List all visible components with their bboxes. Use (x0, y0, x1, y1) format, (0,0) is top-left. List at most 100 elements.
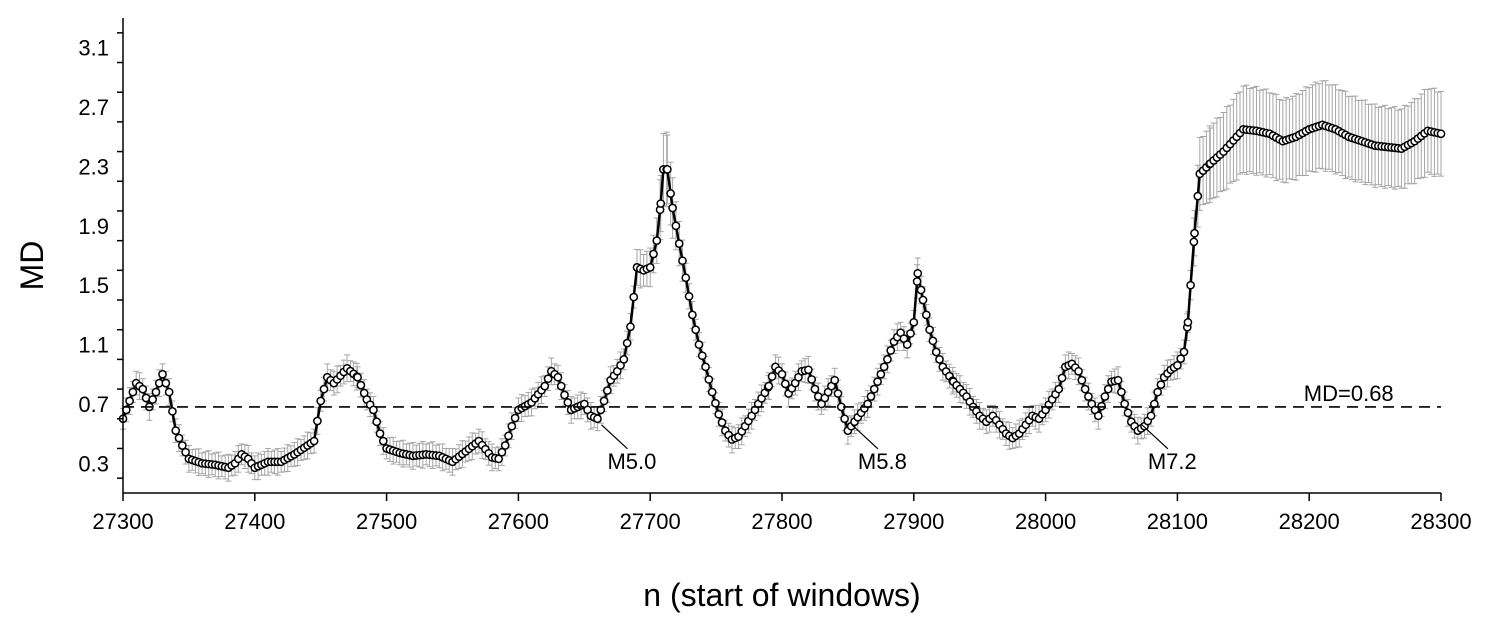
data-point (674, 239, 684, 248)
x-tick-label: 27900 (883, 509, 944, 534)
data-point (619, 355, 629, 364)
y-tick-label: 2.3 (78, 154, 109, 179)
data-point (1093, 411, 1103, 421)
data-point (883, 355, 892, 364)
data-point (1123, 408, 1133, 418)
data-point (1436, 129, 1446, 139)
data-point (652, 236, 662, 246)
annotations: M5.0 M5.8 M7.2 (601, 424, 1197, 474)
data-point (1146, 411, 1156, 421)
data-point (1074, 366, 1083, 376)
data-point (168, 407, 177, 416)
data-point (125, 396, 134, 406)
data-point (886, 346, 896, 355)
x-tick-label: 28100 (1147, 509, 1208, 534)
data-point (151, 387, 161, 397)
series-line (121, 123, 1442, 470)
data-point (697, 351, 707, 361)
data-point (177, 441, 187, 450)
data-point (375, 429, 385, 438)
data-point (1103, 384, 1113, 394)
annotation-label: M5.8 (858, 449, 907, 474)
data-point (319, 384, 329, 394)
data-point (1100, 392, 1110, 401)
y-tick-label: 2.7 (78, 95, 109, 120)
data-point (1117, 387, 1126, 397)
y-tick-label: 1.1 (78, 333, 109, 358)
data-point (649, 249, 658, 259)
data-point (681, 273, 691, 283)
data-point (316, 396, 326, 406)
data-point (540, 381, 550, 391)
data-point (928, 336, 938, 346)
data-point (1080, 384, 1090, 394)
data-point (701, 362, 710, 372)
annotation-leader (1141, 424, 1169, 450)
data-point (707, 387, 717, 397)
data-point (1084, 392, 1093, 401)
data-point (1183, 317, 1193, 327)
x-axis-title: n (start of windows) (643, 577, 920, 613)
data-point (158, 369, 167, 379)
data-point (138, 384, 148, 394)
data-point (626, 322, 635, 332)
data-point (181, 447, 190, 457)
data-point (1120, 399, 1130, 409)
data-point (507, 421, 517, 431)
data-point (931, 347, 941, 357)
x-tick-label: 27400 (224, 509, 285, 534)
data-point (497, 447, 507, 457)
data-point (1189, 237, 1199, 247)
data-point (593, 414, 602, 424)
data-point (717, 418, 727, 427)
x-tick-label: 27600 (488, 509, 549, 534)
data-point (684, 291, 694, 301)
data-point (662, 165, 672, 174)
data-point (916, 285, 926, 295)
data-point (356, 380, 366, 390)
data-point (309, 436, 319, 446)
axes: 27300 27400 27500 27600 27700 27800 27900 28000… (78, 18, 1472, 534)
data-point (603, 386, 612, 395)
data-point (909, 317, 919, 327)
data-point (714, 409, 724, 419)
data-point (174, 433, 184, 443)
data-point (1193, 191, 1203, 201)
data-point (711, 398, 720, 408)
data-point (767, 372, 777, 381)
data-point (925, 325, 934, 335)
data-point (918, 295, 928, 305)
data-point (1186, 280, 1195, 290)
y-tick-label: 0.7 (78, 392, 109, 417)
data-point (1153, 387, 1162, 397)
x-tick-label: 28000 (1015, 509, 1076, 534)
data-point (1173, 360, 1182, 370)
y-tick-label: 0.3 (78, 451, 109, 476)
data-point (921, 310, 931, 320)
y-tick-label: 1.5 (78, 273, 109, 298)
data-point (777, 369, 787, 379)
data-point (668, 203, 677, 213)
data-point (764, 381, 774, 391)
data-point (879, 362, 889, 372)
data-point (164, 387, 174, 397)
x-tick-label: 28300 (1410, 509, 1471, 534)
x-tick-label: 27700 (620, 509, 681, 534)
data-point (913, 268, 923, 278)
data-point (629, 292, 639, 302)
data-point (688, 310, 697, 320)
data-point (494, 454, 503, 464)
data-point (869, 384, 879, 394)
data-point (876, 369, 886, 379)
annotation-leader (601, 424, 628, 450)
data-point (1176, 354, 1186, 364)
annotation-label: M7.2 (1148, 449, 1197, 474)
data-point (1190, 228, 1199, 238)
data-point (1057, 373, 1067, 383)
data-point (504, 431, 513, 441)
annotation-label: M5.0 (607, 449, 656, 474)
data-point (500, 441, 510, 450)
x-tick-label: 27300 (92, 509, 153, 534)
data-point (622, 338, 632, 348)
